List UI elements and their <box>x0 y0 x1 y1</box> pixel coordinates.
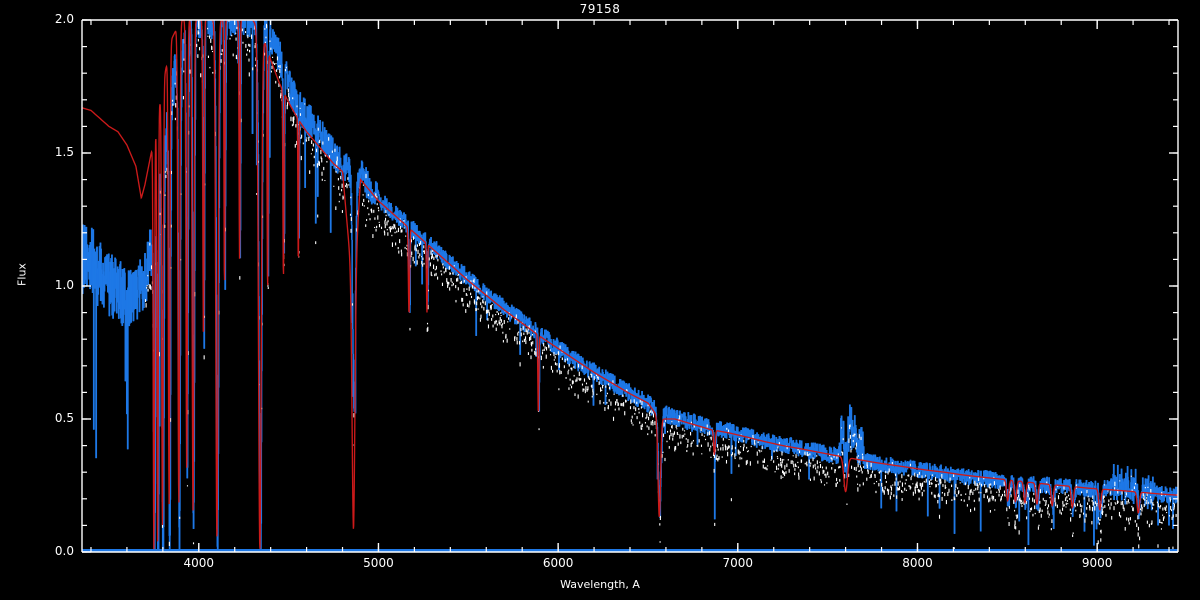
y-axis-label: Flux <box>15 263 29 286</box>
x-tick-label: 8000 <box>902 556 933 570</box>
x-axis-label: Wavelength, A <box>560 578 640 591</box>
y-tick-label: 1.0 <box>54 278 74 292</box>
y-tick-label: 0.0 <box>54 544 74 558</box>
y-tick-label: 1.5 <box>54 145 74 159</box>
x-tick-label: 6000 <box>542 556 574 570</box>
y-tick-label: 0.5 <box>54 411 74 425</box>
y-tick-label: 2.0 <box>54 12 74 26</box>
x-tick-label: 7000 <box>722 556 754 570</box>
x-tick-label: 9000 <box>1081 556 1113 570</box>
x-tick-label: 4000 <box>183 556 215 570</box>
x-tick-label: 5000 <box>363 556 394 570</box>
page-title: 79158 <box>579 2 621 16</box>
